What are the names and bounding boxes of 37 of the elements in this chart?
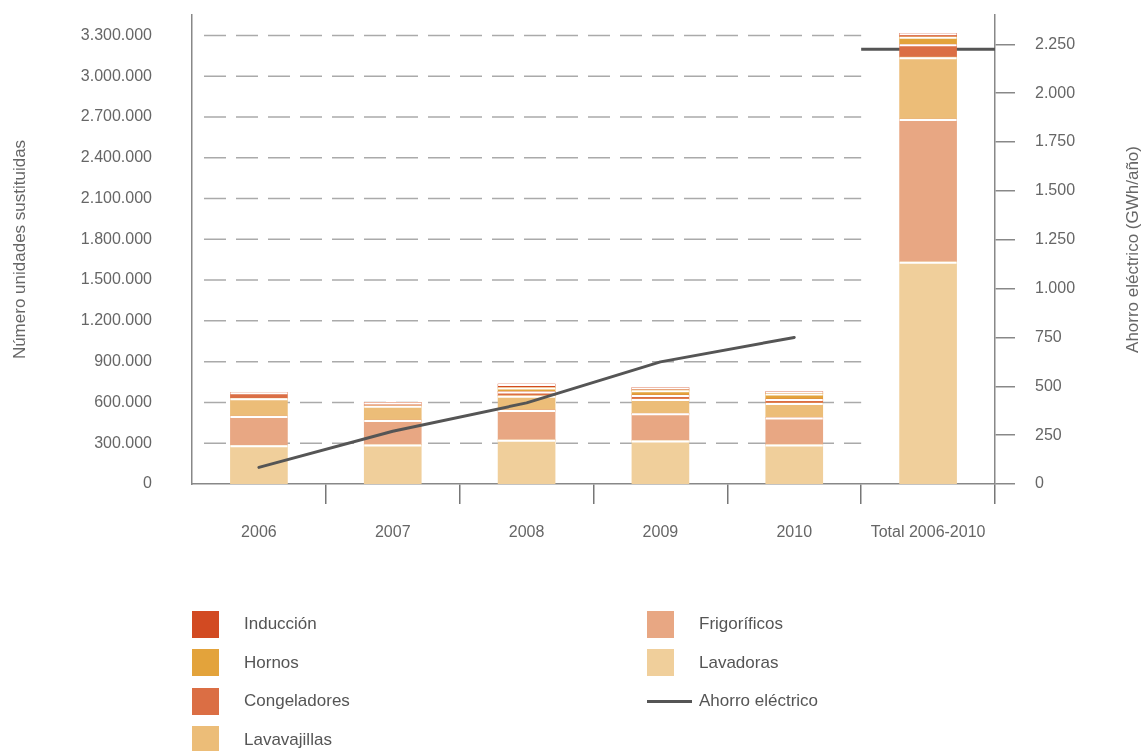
y2-tick-label: 1.250 [1035,230,1076,248]
y2-tick-label: 2.000 [1035,83,1076,101]
y-tick-label: 600.000 [94,392,153,410]
legend-label: Congeladores [244,691,350,712]
legend-label: Lavadoras [699,652,779,673]
x-tick-label: 2010 [776,523,813,541]
y2-tick-label: 250 [1035,425,1062,443]
legend-label: Frigoríficos [699,614,784,635]
y-tick-label: 2.700.000 [80,107,153,125]
legend-label: Hornos [244,652,299,673]
x-tick-label: 2006 [241,523,277,541]
legend-label: Inducción [244,614,317,635]
x-tick-label: Total 2006-2010 [870,523,986,541]
y-tick-label: 3.300.000 [80,25,153,43]
y-tick-label: 1.200.000 [80,311,153,329]
y2-tick-label: 1.750 [1035,132,1076,150]
y-tick-label: 1.500.000 [80,270,153,288]
y2-tick-label: 500 [1035,376,1062,394]
x-tick-label: 2009 [642,523,679,541]
y2-tick-label: 2.250 [1035,34,1076,52]
legend-label: Lavavajillas [244,729,332,750]
y-tick-label: 300.000 [94,433,153,451]
y-tick-label: 3.000.000 [80,66,153,84]
y-tick-label: 1.800.000 [80,229,153,247]
y2-axis-title: Ahorro eléctrico (GWh/año) [1122,146,1142,353]
y-tick-label: 0 [143,474,153,492]
x-tick-label: 2008 [508,523,545,541]
y2-tick-label: 0 [1035,474,1044,492]
y-tick-label: 2.400.000 [80,148,153,166]
y-axis-title: Número unidades sustituidas [9,139,29,360]
y2-tick-label: 750 [1035,327,1062,345]
x-tick-label: 2007 [374,523,411,541]
y2-tick-label: 1.500 [1035,181,1076,199]
y-tick-label: 2.100.000 [80,188,153,206]
y2-tick-label: 1.000 [1035,278,1076,296]
legend-label: Ahorro eléctrico [699,691,819,712]
y-tick-label: 900.000 [94,352,153,370]
